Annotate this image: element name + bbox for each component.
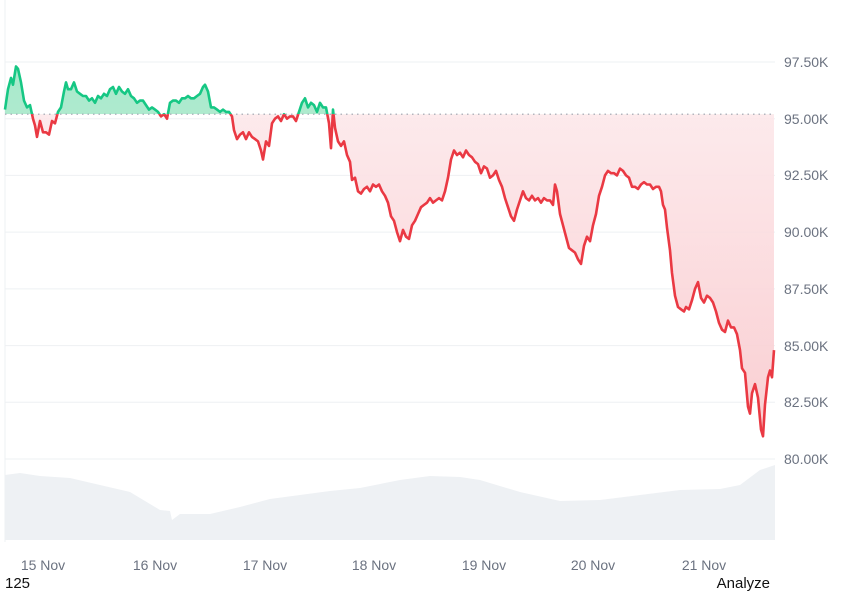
footer-left-label: 125 <box>5 575 31 592</box>
y-tick-label: 95.00K <box>784 110 829 127</box>
up-area-fill <box>5 66 774 115</box>
analyze-link[interactable]: Analyze <box>716 575 770 592</box>
y-tick-label: 82.50K <box>784 394 829 411</box>
y-tick-label: 87.50K <box>784 280 829 297</box>
y-tick-label: 92.50K <box>784 167 829 184</box>
price-line-up <box>3 65 335 115</box>
y-tick-label: 80.00K <box>784 451 829 467</box>
price-line-down <box>30 114 776 438</box>
y-tick-label: 85.00K <box>784 337 829 354</box>
y-tick-label: 97.50K <box>784 54 829 70</box>
volume-area <box>5 465 775 540</box>
x-tick-label: 18 Nov <box>351 557 397 573</box>
x-tick-label: 21 Nov <box>681 557 727 573</box>
x-tick-label: 19 Nov <box>461 557 507 573</box>
y-tick-label: 90.00K <box>784 224 829 241</box>
x-tick-label: 20 Nov <box>570 557 616 573</box>
down-area-fill <box>32 114 774 437</box>
x-tick-label: 17 Nov <box>242 557 288 573</box>
x-tick-label: 15 Nov <box>20 557 66 573</box>
x-tick-label: 16 Nov <box>132 557 178 573</box>
